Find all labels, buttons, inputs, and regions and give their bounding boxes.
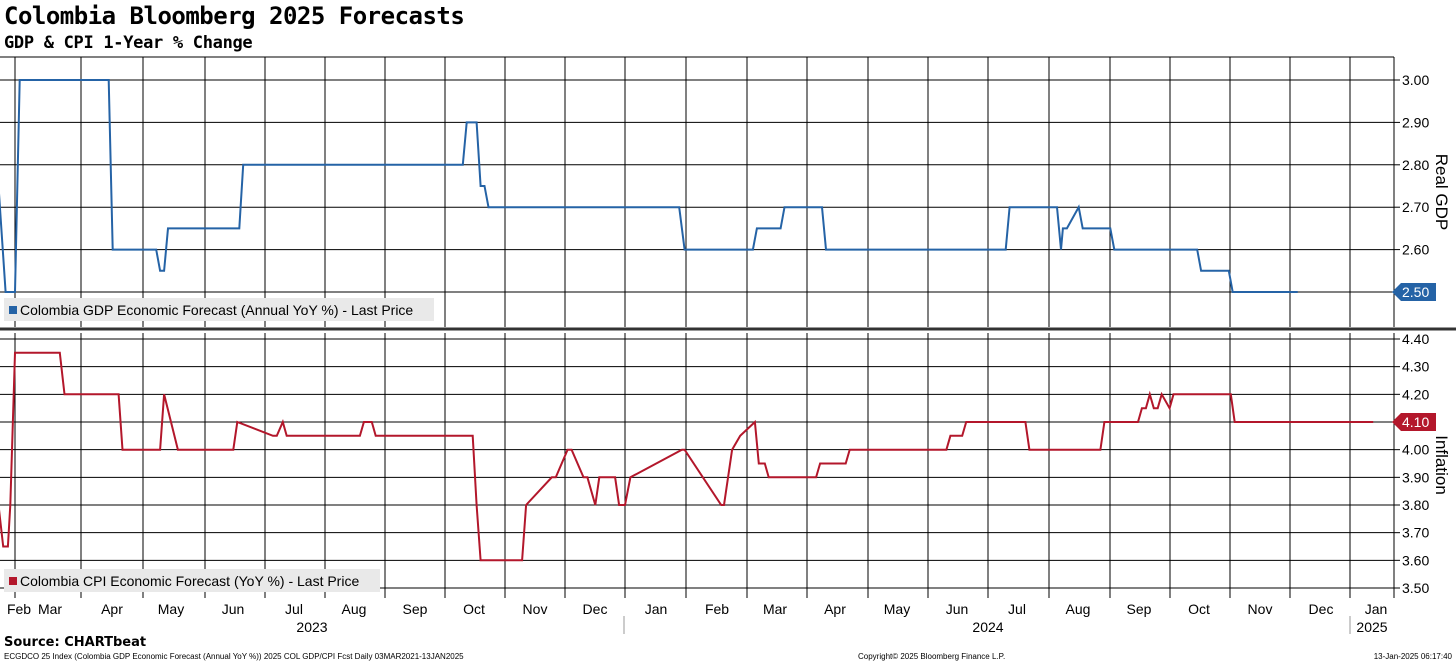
x-tick-label: Aug [342,601,367,617]
last-value-label: 2.50 [1402,284,1429,300]
footer-copyright: Copyright© 2025 Bloomberg Finance L.P. [858,652,1006,661]
chart-subtitle: GDP & CPI 1-Year % Change [4,33,253,53]
x-tick-label: Oct [1188,601,1210,617]
x-tick-label: Jun [222,601,245,617]
x-tick-label: Apr [101,601,123,617]
legend: Colombia CPI Economic Forecast (YoY %) -… [4,569,380,592]
y-tick-label: 3.80 [1402,497,1429,513]
x-tick-label: Feb [7,601,31,617]
legend-box [4,298,434,321]
x-tick-label: Feb [705,601,729,617]
y-axis-title: Inflation [1432,435,1451,495]
y-tick-label: 4.40 [1402,331,1429,347]
x-tick-label: Dec [583,601,608,617]
x-tick-label: Jan [645,601,668,617]
x-year-label: 2023 [296,619,327,635]
x-tick-label: Jan [1365,601,1388,617]
legend-swatch [9,577,17,585]
x-tick-label: Nov [523,601,548,617]
y-tick-label: 3.70 [1402,525,1429,541]
x-tick-label: Sep [1127,601,1152,617]
y-tick-label: 2.80 [1402,157,1429,173]
footer-timestamp: 13-Jan-2025 06:17:40 [1373,652,1452,661]
chart-title: Colombia Bloomberg 2025 Forecasts [4,2,465,30]
footer-series-info: ECGDCO 25 Index (Colombia GDP Economic F… [4,652,464,661]
legend-swatch [9,306,17,314]
x-tick-label: Apr [824,601,846,617]
y-tick-label: 2.90 [1402,114,1429,130]
cpi-panel: 4.40 4.30 4.20 4.10 4.00 3.90 3.80 3.70 3.60 3.50 [0,331,1429,598]
y-tick-label: 4.30 [1402,359,1429,375]
x-tick-label: Nov [1248,601,1273,617]
x-tick-label: Sep [403,601,428,617]
x-tick-label: Mar [763,601,787,617]
x-year-label: 2024 [972,619,1003,635]
plot-area [0,57,1394,327]
x-tick-label: Jul [1008,601,1026,617]
y-tick-label: 3.00 [1402,72,1429,88]
legend-box [4,569,380,592]
y-tick-label: 2.70 [1402,199,1429,215]
y-tick-label: 4.20 [1402,386,1429,402]
y-tick-label: 2.60 [1402,242,1429,258]
x-tick-label: Jun [946,601,969,617]
y-tick-label: 4.00 [1402,442,1429,458]
x-tick-label: Aug [1066,601,1091,617]
x-tick-label: May [884,601,910,617]
legend: Colombia GDP Economic Forecast (Annual Y… [4,298,434,321]
cpi-series-line [0,351,1374,562]
last-value-tag [1392,413,1436,431]
y-tick-label: 3.50 [1402,580,1429,596]
y-axis-title: Real GDP [1432,154,1451,231]
legend-label: Colombia GDP Economic Forecast (Annual Y… [20,302,413,318]
legend-label: Colombia CPI Economic Forecast (YoY %) -… [20,573,359,589]
last-value-label: 4.10 [1402,414,1429,430]
x-year-label: 2025 [1356,619,1387,635]
x-tick-label: Oct [463,601,485,617]
plot-area [0,333,1394,598]
x-tick-label: Dec [1309,601,1334,617]
last-value-tag [1392,283,1436,301]
source-note: Source: CHARTbeat [4,635,147,650]
x-tick-label: Jul [285,601,303,617]
y-tick-label: 3.60 [1402,552,1429,568]
x-tick-label: May [158,601,184,617]
gdp-series-line [0,79,1298,293]
gdp-panel: 3.00 2.90 2.80 2.70 2.60 2.50 [0,57,1429,327]
x-tick-label: Mar [38,601,62,617]
y-tick-label: 3.90 [1402,469,1429,485]
